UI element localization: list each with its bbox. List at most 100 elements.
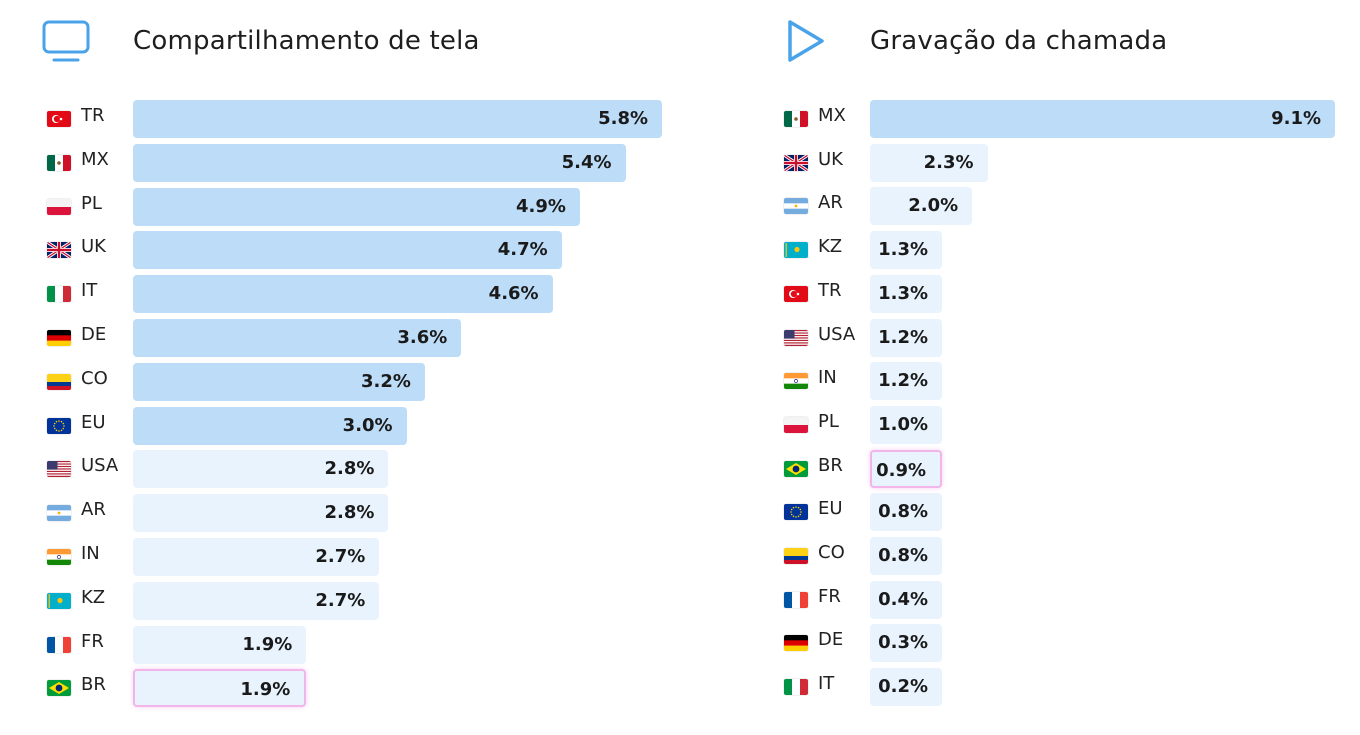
bar-value-label: 2.3% xyxy=(923,151,974,173)
bar-value-label: 3.6% xyxy=(397,327,448,348)
flag-usa-icon xyxy=(784,329,808,346)
flag-it-icon xyxy=(784,679,808,696)
bar-value-label: 1.0% xyxy=(878,413,928,435)
call-recording-row: CO 0.8% xyxy=(737,537,1360,575)
screen-sharing-row: AR 2.8% xyxy=(0,494,680,533)
country-label: CO xyxy=(81,367,108,389)
call-recording-row: USA 1.2% xyxy=(737,318,1360,357)
call-recording-panel: Gravação da chamada MX 9.1% UK 2.3% AR 2.0% KZ… xyxy=(737,0,1360,735)
country-label: AR xyxy=(81,499,106,521)
bar-eu: 0.8% xyxy=(870,493,942,532)
call-recording-row: FR 0.4% xyxy=(737,580,1360,619)
bar-co: 0.8% xyxy=(870,537,942,575)
bar-usa: 2.8% xyxy=(133,450,389,489)
flag-in-icon xyxy=(784,373,808,390)
flag-eu-icon xyxy=(47,417,71,434)
country-label: USA xyxy=(818,323,856,345)
call-recording-row: IN 1.2% xyxy=(737,362,1360,401)
country-label: TR xyxy=(81,105,105,126)
bar-value-label: 1.3% xyxy=(878,282,928,304)
flag-kz-icon xyxy=(784,242,808,259)
screen-sharing-row: UK 4.7% xyxy=(0,231,680,270)
screen-sharing-row: EU 3.0% xyxy=(0,406,680,445)
flag-kz-icon xyxy=(47,592,71,609)
bar-value-label: 4.6% xyxy=(488,283,539,305)
screen-sharing-title: Compartilhamento de tela xyxy=(133,26,480,56)
bar-uk: 4.7% xyxy=(133,231,562,270)
bar-value-label: 5.8% xyxy=(598,108,648,129)
country-label: IT xyxy=(818,673,835,695)
call-recording-row: BR 0.9% xyxy=(737,449,1360,488)
bar-tr: 1.3% xyxy=(870,274,942,313)
bar-value-label: 1.9% xyxy=(242,633,293,655)
call-recording-row: AR 2.0% xyxy=(737,187,1360,226)
country-label: UK xyxy=(81,236,106,258)
bar-value-label: 1.9% xyxy=(240,679,291,701)
country-label: UK xyxy=(818,148,843,170)
monitor-icon xyxy=(42,18,90,64)
call-recording-row: TR 1.3% xyxy=(737,274,1360,313)
bar-uk: 2.3% xyxy=(870,143,988,182)
country-label: PL xyxy=(818,410,839,432)
bar-pl: 4.9% xyxy=(133,187,580,226)
bar-fr: 1.9% xyxy=(133,625,307,664)
bar-tr: 5.8% xyxy=(133,100,662,138)
flag-mx-icon xyxy=(47,154,71,171)
bar-value-label: 0.8% xyxy=(878,545,928,566)
country-label: KZ xyxy=(81,586,106,608)
screen-sharing-row: DE 3.6% xyxy=(0,319,680,357)
country-label: BR xyxy=(81,674,106,696)
bar-co: 3.2% xyxy=(133,362,425,401)
bar-pl: 1.0% xyxy=(870,405,942,444)
flag-pl-icon xyxy=(47,198,71,215)
screen-sharing-row: PL 4.9% xyxy=(0,187,680,226)
call-recording-row: PL 1.0% xyxy=(737,405,1360,444)
bar-de: 0.3% xyxy=(870,624,942,663)
country-label: IN xyxy=(818,367,837,389)
country-label: PL xyxy=(81,192,102,214)
country-label: USA xyxy=(81,455,119,477)
bar-it: 0.2% xyxy=(870,668,942,707)
screen-sharing-row: MX 5.4% xyxy=(0,143,680,182)
flag-tr-icon xyxy=(47,111,71,127)
country-label: EU xyxy=(818,498,843,520)
bar-value-label: 4.9% xyxy=(515,195,566,217)
flag-br-icon xyxy=(784,460,808,477)
bar-value-label: 0.8% xyxy=(878,501,928,523)
bar-ar: 2.0% xyxy=(870,187,973,226)
call-recording-header: Gravação da chamada xyxy=(782,18,1167,64)
flag-mx-icon xyxy=(784,111,808,127)
country-label: TR xyxy=(818,279,842,301)
flag-br-icon xyxy=(47,680,71,697)
flag-in-icon xyxy=(47,549,71,565)
bar-value-label: 5.4% xyxy=(561,151,612,173)
bar-mx: 5.4% xyxy=(133,143,626,182)
screen-sharing-row: TR 5.8% xyxy=(0,100,680,138)
flag-ar-icon xyxy=(47,505,71,522)
flag-uk-icon xyxy=(47,242,71,259)
flag-de-icon xyxy=(47,330,71,346)
flag-uk-icon xyxy=(784,154,808,171)
country-label: MX xyxy=(818,105,846,126)
bar-value-label: 2.7% xyxy=(315,546,366,567)
bar-de: 3.6% xyxy=(133,319,462,357)
country-label: DE xyxy=(818,629,844,651)
bar-value-label: 3.2% xyxy=(360,370,411,392)
bar-value-label: 1.3% xyxy=(878,239,928,261)
call-recording-row: IT 0.2% xyxy=(737,668,1360,707)
bar-it: 4.6% xyxy=(133,275,553,314)
country-label: AR xyxy=(818,192,843,214)
flag-fr-icon xyxy=(784,591,808,608)
screen-sharing-panel: Compartilhamento de tela TR 5.8% MX 5.4% PL 4… xyxy=(0,18,680,708)
country-label: FR xyxy=(818,585,841,607)
bar-value-label: 1.2% xyxy=(878,370,928,392)
bar-in: 2.7% xyxy=(133,538,380,576)
bar-value-label: 2.7% xyxy=(315,589,366,611)
screen-sharing-row: USA 2.8% xyxy=(0,450,680,489)
bar-value-label: 2.8% xyxy=(324,502,375,524)
country-label: KZ xyxy=(818,236,843,258)
bar-eu: 3.0% xyxy=(133,406,407,445)
call-recording-row: UK 2.3% xyxy=(737,143,1360,182)
flag-it-icon xyxy=(47,286,71,303)
flag-de-icon xyxy=(784,635,808,652)
